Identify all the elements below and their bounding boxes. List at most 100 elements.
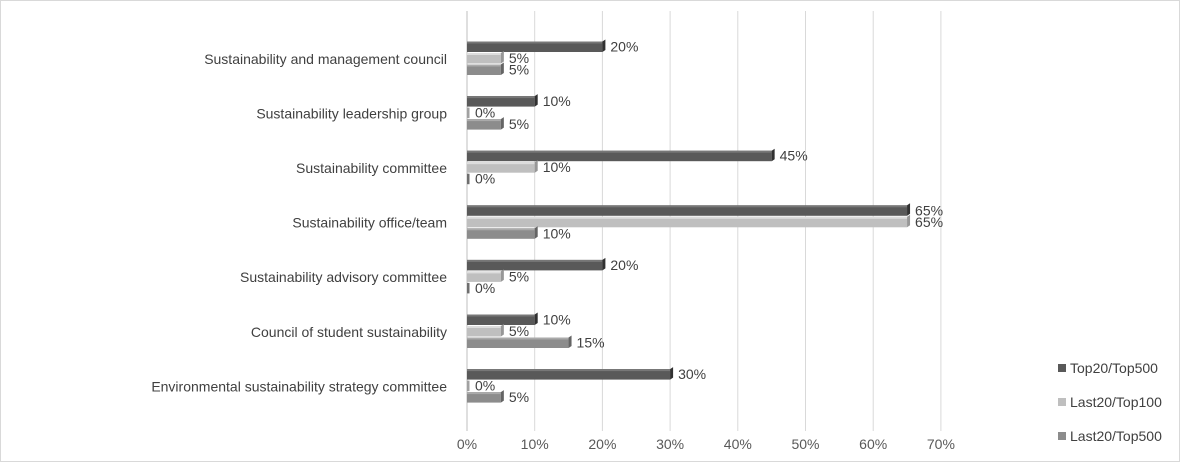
bar-last20-top500 bbox=[467, 64, 501, 75]
x-axis-ticks: 0% 10% 20% 30% 40% 50% 60% 70% bbox=[457, 436, 955, 452]
data-label: 10% bbox=[543, 159, 571, 175]
legend-swatch bbox=[1058, 398, 1066, 406]
bar-top-face bbox=[467, 326, 501, 328]
data-label: 5% bbox=[509, 116, 529, 132]
bar-zero-stub bbox=[467, 380, 470, 392]
bar-last20-top500 bbox=[467, 228, 535, 239]
bar-last20-top100 bbox=[467, 162, 535, 173]
x-tick-label: 20% bbox=[588, 436, 616, 452]
bar-side-face bbox=[500, 117, 504, 130]
bar-side-face bbox=[670, 367, 674, 380]
category-labels: Sustainability and management council Sus… bbox=[151, 51, 447, 395]
data-label: 45% bbox=[780, 148, 808, 164]
bar-side-face bbox=[500, 62, 504, 75]
legend-label: Last20/Top500 bbox=[1070, 428, 1162, 444]
x-tick-label: 30% bbox=[656, 436, 684, 452]
bar-top-face bbox=[467, 369, 671, 372]
bar-top-face bbox=[467, 41, 603, 44]
data-label: 10% bbox=[543, 312, 571, 328]
bar-side-face bbox=[500, 51, 504, 64]
bar-top-face bbox=[467, 162, 535, 165]
category-label: Sustainability committee bbox=[296, 160, 447, 176]
data-label: 5% bbox=[509, 50, 529, 66]
data-label: 5% bbox=[509, 323, 529, 339]
bar-top20-top500 bbox=[467, 205, 908, 216]
legend-swatch bbox=[1058, 432, 1066, 440]
bars: 20%5%5%10%0%5%45%10%0%65%65%10%20%5%0%10… bbox=[467, 39, 943, 405]
bar-last20-top100 bbox=[467, 326, 501, 337]
data-label: 0% bbox=[475, 378, 495, 394]
bar-side-face bbox=[534, 94, 538, 107]
bar-zero-stub bbox=[467, 107, 470, 119]
category-label: Sustainability office/team bbox=[292, 215, 447, 231]
bar-top-face bbox=[467, 119, 501, 122]
bar-side-face bbox=[602, 39, 606, 52]
bar-side-face bbox=[602, 257, 606, 271]
bar-top-face bbox=[467, 314, 535, 317]
data-label: 10% bbox=[543, 93, 571, 109]
legend-label: Last20/Top100 bbox=[1070, 394, 1162, 410]
bar-side-face bbox=[500, 269, 504, 282]
data-label: 65% bbox=[915, 214, 943, 230]
bar-top-face bbox=[467, 392, 501, 395]
bar-top-face bbox=[467, 96, 535, 99]
bar-side-face bbox=[500, 390, 504, 403]
bar-last20-top500 bbox=[467, 392, 501, 403]
bar-top20-top500 bbox=[467, 259, 603, 271]
x-tick-label: 50% bbox=[791, 436, 819, 452]
x-tick-label: 40% bbox=[724, 436, 752, 452]
category-label: Sustainability advisory committee bbox=[240, 269, 447, 285]
bar-side-face bbox=[907, 203, 911, 216]
bar-top-face bbox=[467, 271, 501, 274]
bar-top-face bbox=[467, 337, 569, 340]
data-label: 10% bbox=[543, 225, 571, 241]
category-label: Sustainability and management council bbox=[204, 51, 447, 67]
bar-side-face bbox=[534, 226, 538, 239]
bar-last20-top100 bbox=[467, 271, 501, 282]
bar-top-face bbox=[467, 64, 501, 67]
category-label: Sustainability leadership group bbox=[256, 105, 447, 121]
bar-top-face bbox=[467, 228, 535, 231]
legend: Top20/Top500 Last20/Top100 Last20/Top500 bbox=[1058, 360, 1162, 444]
bar-top-face bbox=[467, 259, 603, 262]
x-tick-label: 60% bbox=[859, 436, 887, 452]
data-label: 65% bbox=[915, 202, 943, 218]
bar-top20-top500 bbox=[467, 150, 772, 162]
bar-top-face bbox=[467, 205, 908, 208]
bar-top20-top500 bbox=[467, 369, 671, 380]
category-label: Environmental sustainability strategy co… bbox=[151, 378, 447, 394]
bar-last20-top100 bbox=[467, 216, 908, 228]
data-label: 20% bbox=[610, 257, 638, 273]
data-label: 0% bbox=[475, 105, 495, 121]
bar-side-face bbox=[500, 324, 504, 337]
data-label: 30% bbox=[678, 366, 706, 382]
data-label: 0% bbox=[475, 171, 495, 187]
x-tick-label: 10% bbox=[521, 436, 549, 452]
bar-top20-top500 bbox=[467, 96, 535, 107]
data-label: 5% bbox=[509, 389, 529, 405]
bar-top-face bbox=[467, 216, 908, 219]
data-label: 20% bbox=[610, 39, 638, 55]
bar-last20-top500 bbox=[467, 119, 501, 130]
bar-last20-top100 bbox=[467, 53, 501, 64]
legend-swatch bbox=[1058, 364, 1066, 372]
bar-zero-stub bbox=[467, 173, 470, 185]
bar-top20-top500 bbox=[467, 41, 603, 52]
data-label: 5% bbox=[509, 268, 529, 284]
bar-side-face bbox=[534, 312, 538, 325]
bar-zero-stub bbox=[467, 282, 470, 294]
category-label: Council of student sustainability bbox=[251, 324, 447, 340]
bar-top20-top500 bbox=[467, 314, 535, 325]
data-label: 0% bbox=[475, 280, 495, 296]
bar-side-face bbox=[771, 148, 775, 162]
bar-last20-top500 bbox=[467, 337, 569, 348]
data-label: 15% bbox=[577, 335, 605, 351]
legend-label: Top20/Top500 bbox=[1070, 360, 1158, 376]
data-label: 5% bbox=[509, 62, 529, 78]
bar-side-face bbox=[534, 160, 538, 173]
bar-top-face bbox=[467, 150, 772, 153]
bar-side-face bbox=[907, 214, 911, 228]
x-tick-label: 0% bbox=[457, 436, 477, 452]
